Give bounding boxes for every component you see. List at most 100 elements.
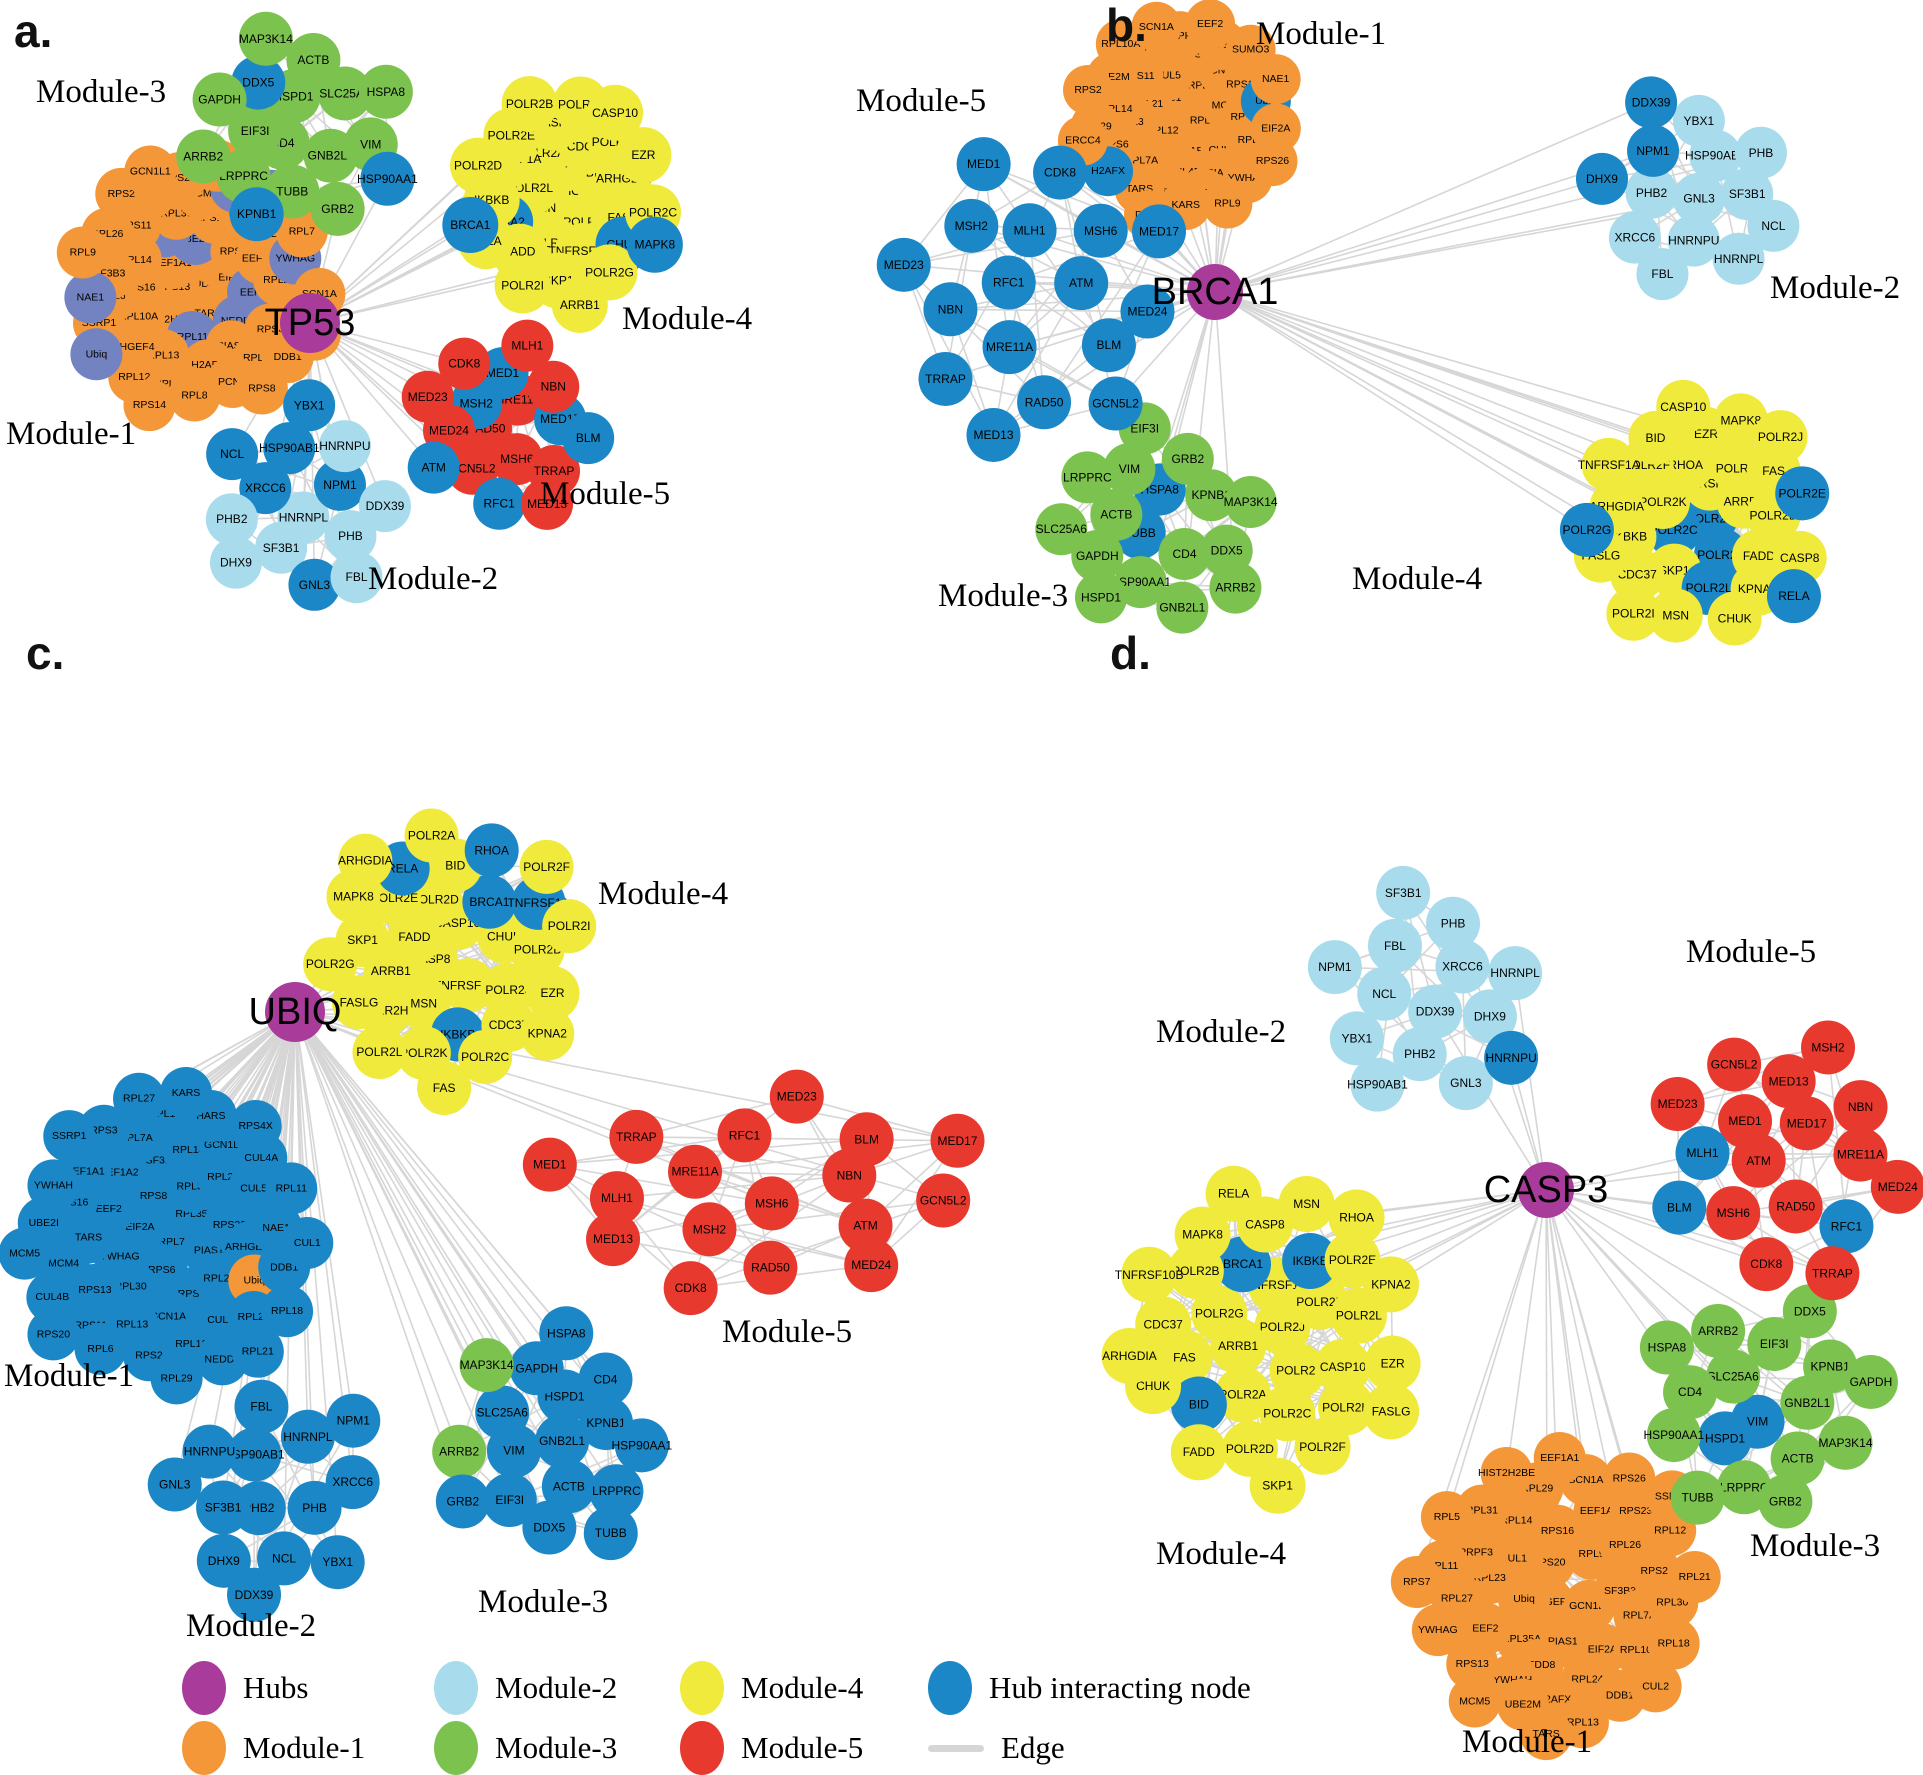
node-HSPA8[interactable]: HSPA8 [358,64,413,119]
node-ARRB1[interactable]: ARRB1 [551,276,608,333]
node-NCL[interactable]: NCL [1357,966,1412,1021]
node-RPL5[interactable]: RPL5 [1420,1491,1473,1544]
node-POLR2I[interactable]: POLR2I [542,899,597,954]
node-POLR2E[interactable]: POLR2E [1775,466,1830,521]
node-DDX39[interactable]: DDX39 [1625,76,1678,129]
node-CUL1[interactable]: CUL1 [281,1216,334,1269]
node-DDX5[interactable]: DDX5 [522,1500,577,1555]
node-RELA[interactable]: RELA [1205,1165,1262,1222]
node-MSH6[interactable]: MSH6 [1073,203,1128,258]
node-RAD50[interactable]: RAD50 [1017,375,1072,430]
node-MED13[interactable]: MED13 [966,407,1021,462]
node-SF3B1[interactable]: SF3B1 [196,1480,251,1535]
node-POLR2G[interactable]: POLR2G [1559,502,1614,557]
node-RAD50[interactable]: RAD50 [1768,1179,1823,1234]
node-NPM1[interactable]: NPM1 [313,458,366,511]
node-ACTB[interactable]: ACTB [286,33,341,88]
node-MED1[interactable]: MED1 [522,1137,577,1192]
node-KPNB1[interactable]: KPNB1 [229,187,284,242]
node-NAE1[interactable]: NAE1 [64,271,117,324]
node-NCL[interactable]: NCL [1747,199,1800,252]
node-NBN[interactable]: NBN [1833,1080,1888,1135]
node-MED23[interactable]: MED23 [769,1069,824,1124]
node-SKP1[interactable]: SKP1 [1249,1457,1306,1514]
node-MLH1[interactable]: MLH1 [1675,1126,1730,1181]
node-PHB[interactable]: PHB [1426,896,1481,951]
node-CD4[interactable]: CD4 [578,1352,633,1407]
node-GCN1L1[interactable]: GCN1L1 [124,145,177,198]
node-FBL[interactable]: FBL [234,1379,289,1434]
node-MED24[interactable]: MED24 [844,1238,899,1293]
node-KPNA2[interactable]: KPNA2 [1362,1256,1419,1313]
node-HSPD1[interactable]: HSPD1 [1698,1411,1753,1466]
node-POLR2I[interactable]: POLR2I [1606,586,1661,641]
node-YWHAH[interactable]: YWHAH [27,1159,80,1212]
node-GRB2[interactable]: GRB2 [1161,432,1214,485]
node-HSPA8[interactable]: HSPA8 [1639,1320,1694,1375]
node-YBX1[interactable]: YBX1 [310,1535,365,1590]
node-BRCA1[interactable]: BRCA1 [442,197,499,254]
node-LRPPRC[interactable]: LRPPRC [1061,451,1114,504]
node-RPL8[interactable]: RPL8 [168,369,221,422]
node-GCN5L2[interactable]: GCN5L2 [916,1173,971,1228]
node-TRRAP[interactable]: TRRAP [1805,1246,1860,1301]
node-FAS[interactable]: FAS [417,1061,472,1116]
node-FBL[interactable]: FBL [1636,248,1689,301]
node-RPL11[interactable]: RPL11 [265,1162,318,1215]
node-MED23[interactable]: MED23 [876,237,931,292]
node-GNB2L1[interactable]: GNB2L1 [1156,581,1209,634]
node-Ubiq[interactable]: Ubiq [70,328,123,381]
node-MSH6[interactable]: MSH6 [1706,1186,1761,1241]
node-DHX9[interactable]: DHX9 [209,536,262,589]
node-GAPDH[interactable]: GAPDH [192,72,247,127]
node-PHB[interactable]: PHB [324,510,377,563]
node-MED17[interactable]: MED17 [930,1113,985,1168]
node-GNL3[interactable]: GNL3 [147,1457,202,1512]
node-CASP10[interactable]: CASP10 [587,84,644,141]
node-NBN[interactable]: NBN [923,282,978,337]
node-NPM1[interactable]: NPM1 [1627,124,1680,177]
hub-CASP3[interactable]: CASP3 [1484,1162,1609,1218]
node-TRRAP[interactable]: TRRAP [609,1109,664,1164]
node-NPM1[interactable]: NPM1 [1307,940,1362,995]
node-MSH6[interactable]: MSH6 [744,1176,799,1231]
node-TRRAP[interactable]: TRRAP [918,351,973,406]
node-RPS14[interactable]: RPS14 [123,379,176,432]
node-FBL[interactable]: FBL [1367,918,1422,973]
node-KPNA2[interactable]: KPNA2 [520,1006,575,1061]
node-MSH2[interactable]: MSH2 [944,198,999,253]
node-HSP90AB1[interactable]: HSP90AB1 [259,422,320,475]
node-GRB2[interactable]: GRB2 [1758,1474,1813,1529]
node-CUL2[interactable]: CUL2 [1629,1660,1682,1713]
node-MED24[interactable]: MED24 [1870,1159,1923,1214]
node-GCN5L2[interactable]: GCN5L2 [1088,376,1143,431]
node-FADD[interactable]: FADD [1170,1424,1227,1481]
node-MED23[interactable]: MED23 [1650,1076,1705,1131]
node-MAP3K14[interactable]: MAP3K14 [239,11,293,66]
node-MED13[interactable]: MED13 [586,1212,641,1267]
node-MLH1[interactable]: MLH1 [501,319,554,372]
node-RPL21[interactable]: RPL21 [1668,1551,1721,1604]
node-MSH2[interactable]: MSH2 [1801,1020,1856,1075]
node-POLR2J[interactable]: POLR2J [1753,410,1808,465]
node-RPS20[interactable]: RPS20 [27,1308,80,1361]
node-POLR2I[interactable]: POLR2I [494,257,551,314]
node-RHOA[interactable]: RHOA [464,823,519,878]
node-YBX1[interactable]: YBX1 [283,379,336,432]
node-FASLG[interactable]: FASLG [1363,1383,1420,1440]
node-RHOA[interactable]: RHOA [1328,1189,1385,1246]
node-POLR2F[interactable]: POLR2F [519,839,574,894]
node-KARS[interactable]: KARS [160,1066,213,1119]
node-ATM[interactable]: ATM [1054,256,1109,311]
node-MLH1[interactable]: MLH1 [1002,203,1057,258]
node-MCM5[interactable]: MCM5 [0,1227,51,1280]
node-DDX39[interactable]: DDX39 [358,480,411,533]
hub-BRCA1[interactable]: BRCA1 [1152,264,1279,320]
node-RFC1[interactable]: RFC1 [473,477,526,530]
node-RELA[interactable]: RELA [1766,569,1821,624]
node-ARRB2[interactable]: ARRB2 [1691,1303,1746,1358]
node-POLR2G[interactable]: POLR2G [303,937,358,992]
node-DHX9[interactable]: DHX9 [1575,152,1628,205]
node-ARHGDIA[interactable]: ARHGDIA [338,833,393,888]
node-RPL21[interactable]: RPL21 [231,1325,284,1378]
